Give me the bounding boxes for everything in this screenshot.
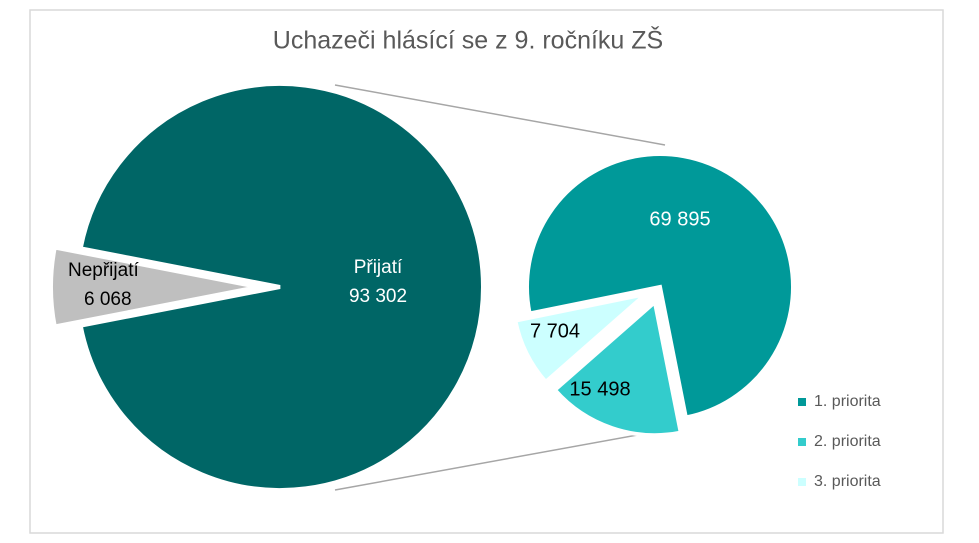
slice-category-label: Nepřijatí <box>68 260 139 281</box>
legend-swatch <box>798 398 806 406</box>
legend-label: 1. priorita <box>814 393 881 410</box>
connector-line <box>334 429 666 491</box>
legend-swatch <box>798 438 806 446</box>
pie-slice <box>525 152 795 420</box>
slice-value-label: 15 498 <box>569 378 630 400</box>
chart-title: Uchazeči hlásící se z 9. ročníku ZŠ <box>273 26 663 55</box>
pie-slice <box>49 245 259 329</box>
slice-value-label: 6 068 <box>84 289 132 310</box>
pie-slice <box>512 290 653 385</box>
slice-category-label: Přijatí <box>354 257 403 278</box>
pie-slice <box>552 298 684 438</box>
slice-value-label: 93 302 <box>349 286 407 307</box>
connector-line <box>334 84 666 146</box>
slice-value-label: 7 704 <box>530 320 580 342</box>
slice-value-label: 69 895 <box>649 208 710 230</box>
legend-swatch <box>798 478 806 486</box>
legend-label: 2. priorita <box>814 433 881 450</box>
pie-slice <box>78 82 485 492</box>
legend-label: 3. priorita <box>814 473 881 490</box>
